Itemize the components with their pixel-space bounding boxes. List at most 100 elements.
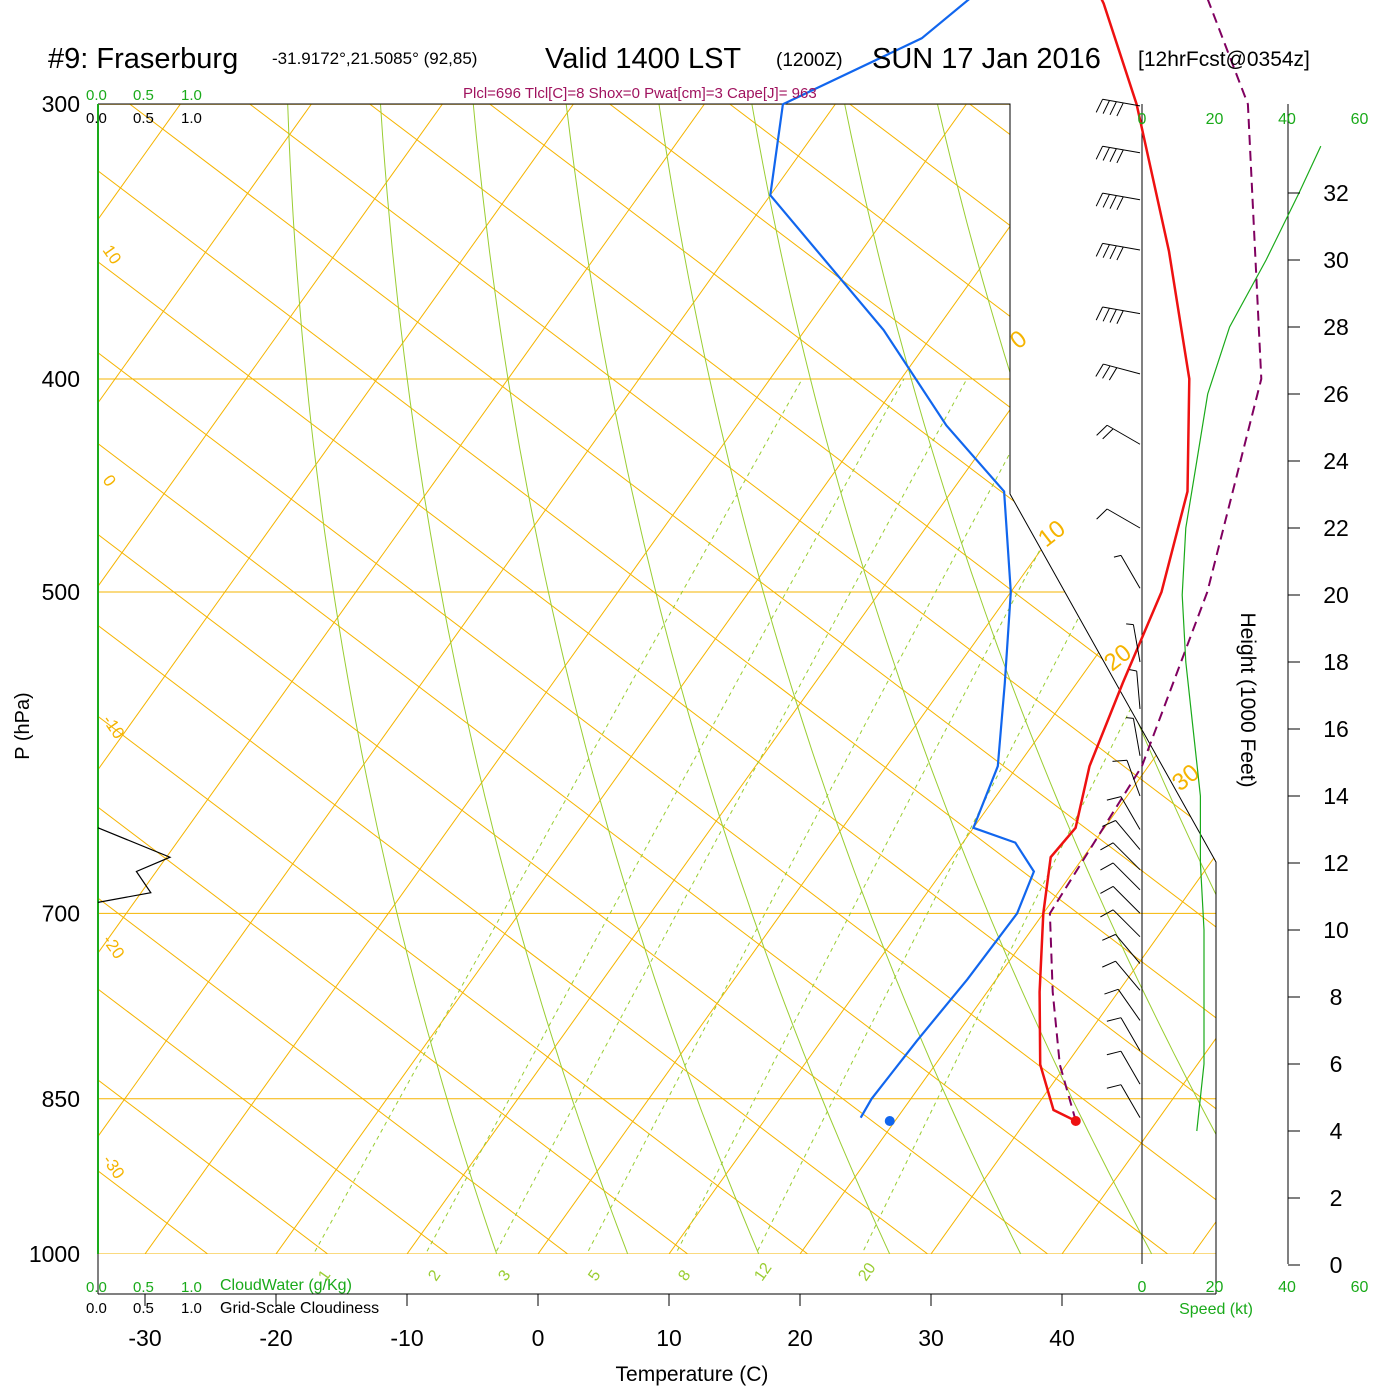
- wind-barb-half-feather: [1126, 717, 1134, 719]
- height-tick-label: 30: [1323, 247, 1349, 273]
- isotherm-line: [111, 104, 1119, 1254]
- wind-barb-feather: [1116, 149, 1124, 164]
- pressure-tick-label: 300: [42, 91, 80, 117]
- wind-barb-feather: [1102, 100, 1110, 114]
- height-tick-label: 12: [1323, 850, 1349, 876]
- wind-barb-staff: [1120, 1050, 1141, 1085]
- wind-barb-feather: [1106, 1084, 1122, 1089]
- wind-barb-feather: [1108, 367, 1118, 381]
- isotherm-label-right: 0: [1005, 325, 1032, 355]
- surface-dewpoint-dot: [884, 1116, 895, 1127]
- isotherm-label-right: 30: [1167, 759, 1205, 797]
- wind-barb: [1095, 145, 1141, 164]
- dry-adiabat-line: [284, 104, 514, 1254]
- height-tick-label: 6: [1330, 1051, 1343, 1077]
- wind-barb-feather: [1102, 820, 1116, 827]
- wind-barb-feather: [1116, 196, 1124, 211]
- wind-barb-staff: [1120, 1017, 1141, 1051]
- dewpoint-line: [769, 0, 1036, 1119]
- adiabat-guide-line: [98, 104, 549, 1254]
- x-tick-label: 10: [656, 1325, 682, 1351]
- dry-adiabat-line: [458, 104, 780, 1254]
- wind-barb-staff: [1117, 989, 1141, 1021]
- wind-barb-feather: [1096, 508, 1108, 520]
- mixing-ratio-label: 8: [675, 1267, 694, 1284]
- wind-barb: [1129, 669, 1141, 709]
- background-guides: [98, 0, 1400, 1330]
- dry-adiabat-line: [1243, 0, 1400, 1301]
- wind-barb-staff: [1136, 671, 1141, 709]
- isotherm-label-left: -30: [99, 1151, 129, 1182]
- wind-barb-staff: [1102, 306, 1141, 315]
- cloudiness-label: Grid-Scale Cloudiness: [220, 1300, 379, 1317]
- wind-barb: [1096, 508, 1141, 529]
- cloud-bottom-black-2: 1.0: [181, 1300, 202, 1317]
- mixing-ratio-label: 20: [855, 1260, 879, 1284]
- isotherm-line: [766, 104, 1216, 1254]
- wind-barb-feather: [1095, 192, 1104, 207]
- dry-adiabat-line: [1155, 104, 1216, 1254]
- wind-barb-staff: [1115, 934, 1141, 964]
- dry-adiabat-line: [545, 104, 913, 1254]
- height-tick-label: 28: [1323, 314, 1349, 340]
- wind-barb-staff: [1115, 960, 1141, 991]
- wind-barb: [1100, 885, 1141, 914]
- wind-barb-feather: [1116, 102, 1124, 117]
- wind-barb-feather: [1095, 99, 1104, 113]
- cloud-top-green-0: 0.0: [86, 87, 107, 104]
- adiabat-guide-line: [98, 104, 1216, 1254]
- height-tick-label: 0: [1330, 1252, 1343, 1278]
- forecast-info: [12hrFcst@0354z]: [1138, 48, 1310, 71]
- wind-barb-feather: [1100, 885, 1114, 894]
- wind-barb-staff: [1132, 624, 1141, 663]
- wind-barb: [1106, 1084, 1141, 1118]
- wind-barb-feather: [1095, 145, 1104, 160]
- wind-barb: [1100, 842, 1141, 871]
- wind-barb-feather: [1109, 195, 1117, 209]
- isotherm-line: [98, 104, 988, 1254]
- adiabat-guide-line: [1298, 80, 1400, 1330]
- station-coords: -31.9172°,21.5085° (92,85): [272, 49, 477, 68]
- height-tick-label: 8: [1330, 984, 1343, 1010]
- height-tick-label: 10: [1323, 917, 1349, 943]
- wind-barb-feather: [1100, 909, 1114, 918]
- cloudwater-label: CloudWater (g/Kg): [220, 1277, 352, 1294]
- cloud-top-black-2: 1.0: [181, 110, 202, 127]
- adiabat-guide-line: [98, 104, 789, 1254]
- isotherm-line: [98, 104, 202, 1254]
- cloud-top-black-0: 0.0: [86, 110, 107, 127]
- wind-barb-feather: [1106, 796, 1122, 801]
- wind-barb-feather: [1095, 243, 1104, 257]
- wind-barb-staff: [1102, 242, 1141, 251]
- wind-barb-staff: [1102, 98, 1141, 107]
- x-tick-label: -30: [128, 1325, 161, 1351]
- speed-tick-label-top: 60: [1351, 111, 1369, 128]
- cloud-bottom-black-0: 0.0: [86, 1300, 107, 1317]
- cloud-top-black-1: 0.5: [133, 110, 154, 127]
- wind-barb-staff: [1126, 760, 1141, 797]
- wind-barb-staff: [1132, 718, 1141, 756]
- wind-barb: [1126, 623, 1141, 663]
- speed-axis-title: Speed (kt): [1179, 1301, 1253, 1318]
- wind-barb: [1112, 759, 1141, 797]
- height-tick-label: 18: [1323, 649, 1349, 675]
- speed-tick-label-bottom: 0: [1138, 1279, 1147, 1296]
- wind-barb-half-feather: [1126, 623, 1134, 626]
- wind-barb: [1095, 192, 1141, 211]
- axes: -30-20-100102030402503004005007008501000…: [29, 91, 1369, 1351]
- wind-speed-line: [1181, 145, 1322, 1132]
- wind-barb-feather: [1095, 363, 1104, 377]
- x-tick-label: 40: [1049, 1325, 1075, 1351]
- wind-barb: [1095, 363, 1141, 381]
- mixing-ratio-label: 2: [425, 1267, 444, 1284]
- height-tick-label: 26: [1323, 381, 1349, 407]
- wind-barb-feather: [1116, 310, 1124, 324]
- adiabat-guide-line: [98, 104, 309, 1254]
- isotherm-label-right: 20: [1099, 639, 1137, 677]
- height-tick-label: 4: [1330, 1118, 1343, 1144]
- parcel-path-line: [1048, 0, 1263, 1122]
- cloud-bottom-green-1: 0.5: [133, 1279, 154, 1296]
- height-tick-label: 16: [1323, 716, 1349, 742]
- height-tick-label: 2: [1330, 1185, 1343, 1211]
- isotherm-label-left: -10: [99, 711, 129, 742]
